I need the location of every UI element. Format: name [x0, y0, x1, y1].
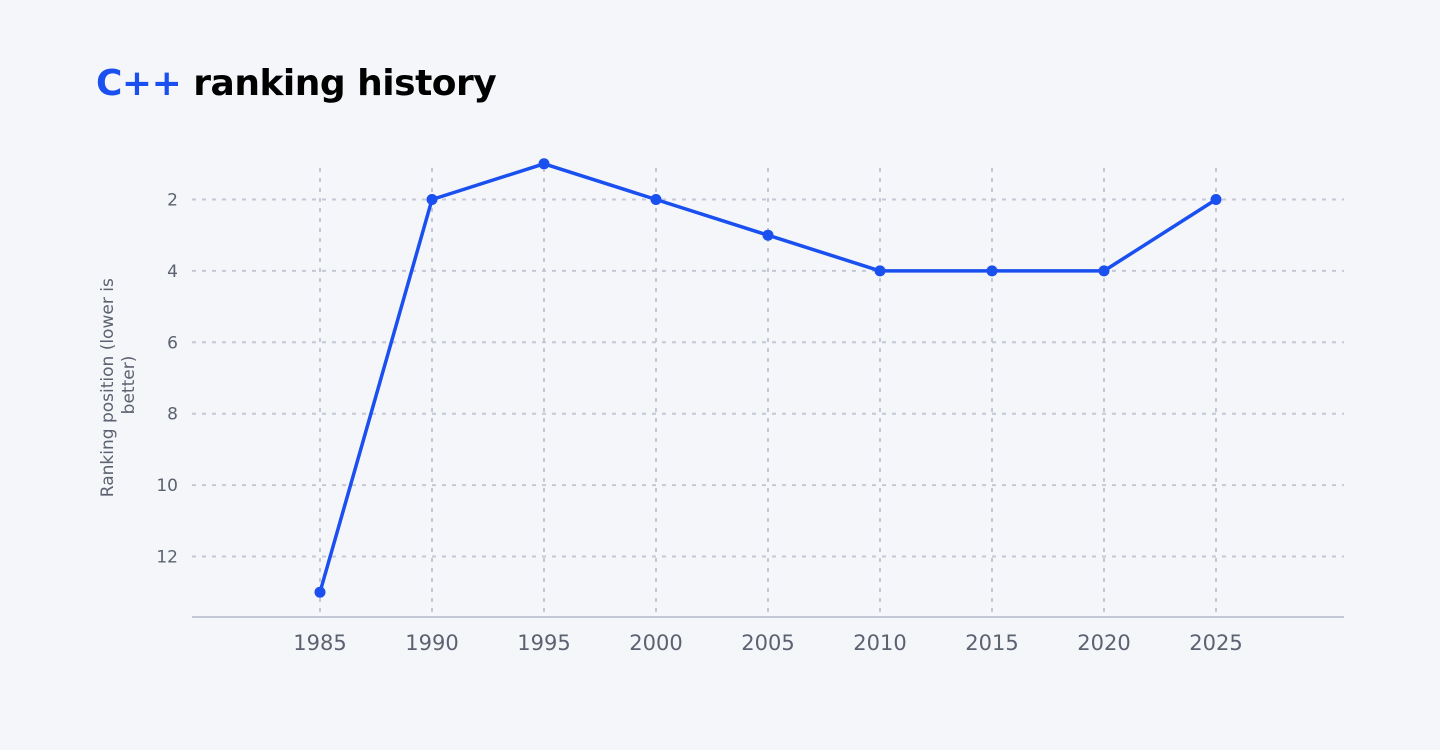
y-axis-title-line-1: Ranking position (lower is [98, 278, 118, 497]
y-tick-label: 8 [167, 405, 178, 425]
chart-title: C++ ranking history [96, 62, 497, 106]
x-tick-label: 1985 [293, 631, 346, 655]
y-axis-title: Ranking position (lower is better) [98, 273, 139, 497]
y-tick-label: 12 [156, 548, 178, 568]
x-tick-label: 2000 [629, 631, 682, 655]
x-tick-label: 2025 [1189, 631, 1242, 655]
y-tick-label: 4 [167, 262, 178, 282]
x-tick-label: 2010 [853, 631, 906, 655]
data-point [986, 265, 998, 277]
data-point [426, 194, 438, 205]
y-tick-label: 10 [156, 476, 178, 496]
y-tick-labels: 2 4 6 8 10 12 [156, 191, 178, 568]
y-tick-label: 6 [167, 333, 178, 353]
data-point [1210, 194, 1222, 205]
data-point [1098, 265, 1110, 277]
x-tick-label: 2020 [1077, 631, 1130, 655]
x-tick-label: 2005 [741, 631, 794, 655]
series-layer [314, 158, 1222, 598]
grid-layer [192, 168, 1344, 617]
x-tick-label: 2015 [965, 631, 1018, 655]
x-tick-label: 1990 [405, 631, 458, 655]
chart-title-rest: ranking history [181, 63, 497, 104]
data-point [314, 586, 326, 598]
data-point [650, 194, 662, 205]
data-point [538, 158, 550, 170]
y-tick-label: 2 [167, 191, 178, 211]
y-axis-title-line-2: better) [119, 356, 139, 415]
data-point [874, 265, 886, 277]
x-tick-labels: 1985 1990 1995 2000 2005 2010 2015 2020 2025 [293, 631, 1242, 655]
x-tick-label: 1995 [517, 631, 570, 655]
data-point [762, 229, 774, 241]
chart-title-highlight: C++ [96, 63, 182, 104]
